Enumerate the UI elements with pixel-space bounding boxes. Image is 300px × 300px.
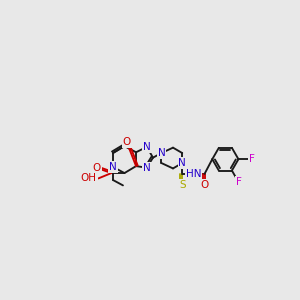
- Text: HN: HN: [186, 169, 202, 179]
- Text: N: N: [143, 142, 151, 152]
- Text: OH: OH: [81, 173, 97, 184]
- Text: N: N: [109, 162, 117, 172]
- Text: N: N: [143, 163, 151, 173]
- Text: O: O: [93, 164, 101, 173]
- Text: O: O: [123, 137, 131, 147]
- Text: O: O: [200, 180, 209, 190]
- Text: F: F: [236, 177, 242, 187]
- Text: N: N: [158, 148, 165, 158]
- Text: N: N: [178, 158, 186, 168]
- Text: F: F: [249, 154, 254, 164]
- Text: S: S: [179, 180, 186, 190]
